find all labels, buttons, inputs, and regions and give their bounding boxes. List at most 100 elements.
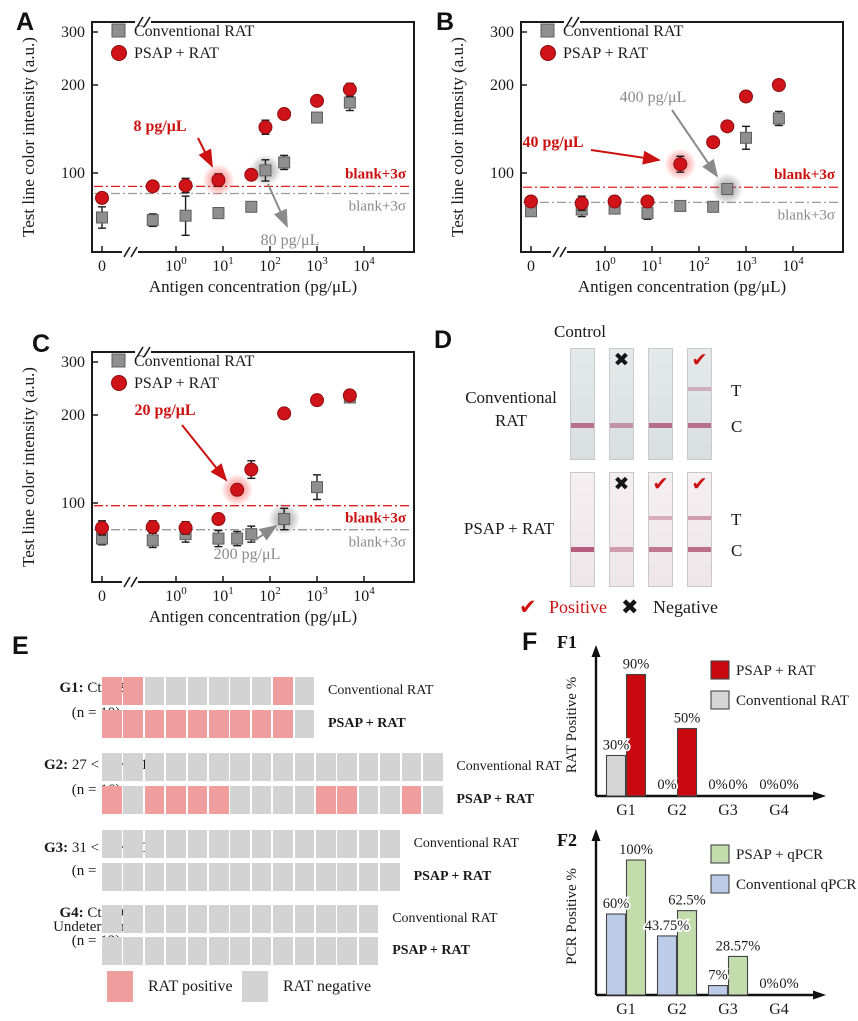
rat-negative-cell: [209, 905, 229, 933]
annotation-text: 400 pg/μL: [620, 89, 687, 106]
scatter-point-circle: [277, 406, 292, 421]
positive-check-icon: ✔: [691, 349, 708, 371]
rat-positive-cell: [273, 710, 293, 738]
rat-negative-cell: [294, 710, 315, 738]
group-label-prefix: G1:: [59, 680, 84, 696]
threshold-label: blank+3σ: [774, 167, 836, 183]
bar: [625, 859, 647, 996]
panel-a-label: A: [16, 8, 35, 36]
y-tick-label: 200: [490, 77, 514, 94]
rat-negative-cell: [209, 937, 229, 965]
axis-break-mark: [572, 16, 580, 28]
y-tick-label: 100: [61, 495, 85, 512]
rat-negative-cell: [230, 753, 250, 781]
c-line-label: C: [731, 541, 743, 560]
control-line: [571, 547, 594, 552]
bar-value-label: 0%: [759, 777, 778, 793]
rat-negative-cell: [102, 753, 122, 781]
rat-negative-cell: [230, 677, 250, 705]
test-line: [688, 386, 711, 392]
scatter-point-square: [707, 200, 720, 213]
rat-negative-cell: [316, 937, 336, 965]
rat-positive-swatch: [107, 971, 133, 1002]
rat-negative-cell: [251, 786, 272, 814]
bar-value-label: 0%: [779, 976, 798, 992]
c-line-label: C: [731, 417, 743, 436]
rat-positive-cell: [144, 786, 165, 814]
grid-row-label: Conventional RAT: [413, 836, 519, 851]
bar-category-label: G3: [718, 802, 738, 819]
rat-negative-cell: [166, 905, 186, 933]
plot-frame: [91, 351, 415, 583]
y-axis-title: Test line color intensity (a.u.): [448, 37, 467, 237]
rat-negative-cell: [123, 753, 143, 781]
rat-negative-cell: [401, 753, 422, 781]
grid-row-label: Conventional RAT: [456, 759, 562, 774]
rat-negative-cell: [102, 863, 122, 891]
positive-legend-label: Positive: [549, 597, 608, 617]
rat-negative-cell: [358, 937, 379, 965]
rat-negative-cell: [358, 786, 379, 814]
axis-break-gap: [551, 248, 567, 256]
rat-negative-cell: [251, 863, 272, 891]
rat-negative-cell: [294, 786, 315, 814]
x-tick-label: 102: [688, 255, 710, 275]
control-line: [649, 547, 672, 552]
positive-check-icon: ✔: [652, 473, 669, 495]
bar-category-label: G1: [616, 1001, 636, 1018]
threshold-label: blank+3σ: [778, 207, 835, 223]
rat-negative-cell: [380, 753, 400, 781]
x-axis-arrowhead: [813, 791, 826, 801]
rat-negative-cell: [187, 677, 208, 705]
rat-negative-cell: [380, 786, 400, 814]
bar-y-axis-title: RAT Positive %: [564, 677, 580, 773]
rat-negative-cell: [273, 830, 293, 858]
bar-value-label: 60%: [603, 896, 630, 912]
annotation-arrow: [671, 109, 719, 178]
rat-negative-cell: [358, 753, 379, 781]
panel-c-label: C: [32, 330, 51, 358]
rat-negative-cell: [316, 830, 336, 858]
rat-positive-cell: [144, 710, 165, 738]
bar-y-axis-title: PCR Positive %: [564, 868, 580, 965]
y-axis-title: Test line color intensity (a.u.): [19, 367, 38, 567]
axis-break-mark: [143, 16, 151, 28]
bar-legend-swatch: [710, 844, 730, 864]
y-axis-arrowhead: [591, 829, 601, 841]
control-line: [649, 423, 672, 429]
rat-positive-legend-label: RAT positive: [148, 978, 233, 995]
panel-f2-sublabel: F2: [557, 830, 577, 850]
negative-legend-label: Negative: [653, 597, 718, 617]
grid-row-label: Conventional RAT: [328, 683, 434, 698]
rat-positive-cell: [273, 677, 293, 705]
scatter-point-circle: [524, 194, 538, 209]
bar: [656, 935, 678, 996]
rat-negative-cell: [187, 830, 208, 858]
rat-positive-cell: [166, 710, 186, 738]
scatter-point-circle: [95, 520, 109, 535]
rat-negative-cell: [102, 937, 122, 965]
bar: [625, 673, 647, 797]
axis-break-mark: [123, 246, 131, 258]
rat-positive-cell: [123, 710, 143, 738]
control-line: [688, 423, 711, 429]
x-tick-label: 100: [165, 585, 187, 605]
rat-negative-legend-label: RAT negative: [283, 978, 372, 995]
negative-x-icon: ✖: [621, 595, 639, 619]
scatter-point-circle: [342, 82, 357, 97]
rat-negative-cell: [187, 905, 208, 933]
rat-negative-cell: [230, 786, 250, 814]
rat-negative-cell: [358, 830, 379, 858]
rat-positive-cell: [187, 710, 208, 738]
annotation-text: 40 pg/μL: [522, 134, 583, 151]
rat-negative-cell: [209, 753, 229, 781]
bar-legend-swatch: [710, 690, 730, 710]
scatter-point-circle: [771, 78, 786, 92]
annotation-arrow: [267, 183, 288, 228]
y-tick-label: 300: [61, 24, 85, 41]
x-tick-label: 101: [212, 585, 234, 605]
scatter-point-square: [259, 164, 272, 177]
rat-negative-cell: [251, 677, 272, 705]
rat-negative-cell: [123, 937, 143, 965]
axis-break-gap: [122, 578, 138, 586]
